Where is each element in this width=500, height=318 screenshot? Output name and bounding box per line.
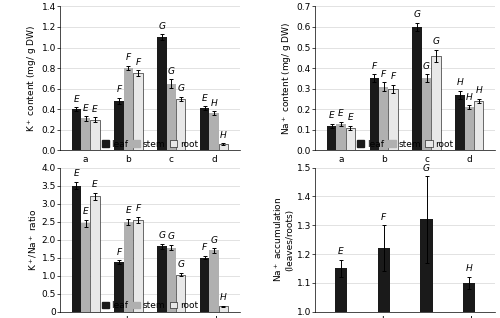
Text: F: F: [372, 62, 377, 71]
Text: E: E: [83, 207, 88, 216]
Text: F: F: [381, 70, 386, 79]
Bar: [114, 262, 124, 312]
Bar: [210, 251, 219, 312]
Text: E: E: [202, 93, 207, 102]
Bar: [422, 78, 431, 150]
Text: H: H: [476, 86, 482, 95]
Bar: [464, 107, 474, 150]
Bar: [90, 197, 100, 312]
Bar: [90, 120, 100, 150]
Legend: leaf, stem, root: leaf, stem, root: [357, 140, 454, 149]
Text: E: E: [83, 104, 88, 113]
Bar: [81, 119, 90, 150]
Text: F: F: [116, 85, 121, 94]
Text: H: H: [210, 99, 218, 108]
Bar: [463, 283, 475, 318]
Bar: [412, 27, 422, 150]
Bar: [379, 86, 388, 150]
Text: F: F: [390, 72, 396, 81]
Text: G: G: [177, 260, 184, 269]
Text: E: E: [92, 180, 98, 189]
Text: F: F: [202, 243, 207, 252]
Bar: [378, 248, 390, 318]
Bar: [176, 274, 186, 312]
Y-axis label: K$^+$ content (mg/ g DW): K$^+$ content (mg/ g DW): [25, 25, 38, 132]
Bar: [166, 247, 176, 312]
Bar: [455, 95, 464, 150]
Text: G: G: [158, 231, 166, 240]
Bar: [176, 99, 186, 150]
Bar: [219, 306, 228, 312]
Text: F: F: [136, 204, 140, 213]
Text: G: G: [168, 67, 175, 76]
Y-axis label: Na$^+$ accumulation
(leaves/roots): Na$^+$ accumulation (leaves/roots): [272, 197, 294, 282]
Bar: [124, 68, 133, 150]
Text: G: G: [414, 10, 420, 19]
Legend: leaf, stem, root: leaf, stem, root: [102, 140, 198, 149]
Bar: [431, 56, 440, 150]
Text: G: G: [168, 232, 175, 241]
Text: F: F: [381, 213, 386, 222]
Bar: [114, 101, 124, 150]
Bar: [72, 109, 81, 150]
Bar: [420, 219, 432, 318]
Text: E: E: [328, 111, 334, 120]
Text: H: H: [220, 293, 227, 302]
Text: E: E: [338, 109, 344, 118]
Legend: leaf, stem, root: leaf, stem, root: [102, 301, 198, 310]
Bar: [157, 37, 166, 150]
Text: F: F: [126, 53, 131, 62]
Bar: [200, 258, 209, 312]
Bar: [166, 84, 176, 150]
Bar: [200, 108, 209, 150]
Bar: [336, 124, 345, 150]
Bar: [388, 89, 398, 150]
Bar: [72, 186, 81, 312]
Text: G: G: [210, 236, 218, 245]
Bar: [335, 268, 347, 318]
Text: H: H: [466, 93, 472, 101]
Text: H: H: [220, 131, 227, 140]
Bar: [157, 246, 166, 312]
Text: G: G: [177, 84, 184, 93]
Y-axis label: K$^+$/Na$^+$ ratio: K$^+$/Na$^+$ ratio: [27, 208, 38, 271]
Bar: [124, 222, 133, 312]
Text: E: E: [338, 247, 344, 256]
Text: G: G: [158, 22, 166, 31]
Text: E: E: [92, 105, 98, 114]
Text: F: F: [136, 58, 140, 66]
Bar: [327, 126, 336, 150]
Bar: [219, 144, 228, 150]
Text: E: E: [348, 113, 353, 122]
Text: H: H: [466, 265, 472, 273]
Text: H: H: [456, 78, 464, 87]
Bar: [210, 113, 219, 150]
Y-axis label: Na$^+$ content (mg/ g DW): Na$^+$ content (mg/ g DW): [280, 22, 294, 135]
Text: G: G: [423, 62, 430, 71]
Bar: [370, 78, 379, 150]
Bar: [133, 73, 142, 150]
Bar: [133, 220, 142, 312]
Bar: [474, 101, 484, 150]
Bar: [346, 128, 355, 150]
Text: E: E: [74, 94, 79, 104]
Text: E: E: [74, 169, 79, 178]
Text: G: G: [423, 164, 430, 173]
Text: F: F: [116, 247, 121, 257]
Text: E: E: [126, 206, 132, 215]
Bar: [81, 224, 90, 312]
Text: G: G: [432, 37, 440, 46]
